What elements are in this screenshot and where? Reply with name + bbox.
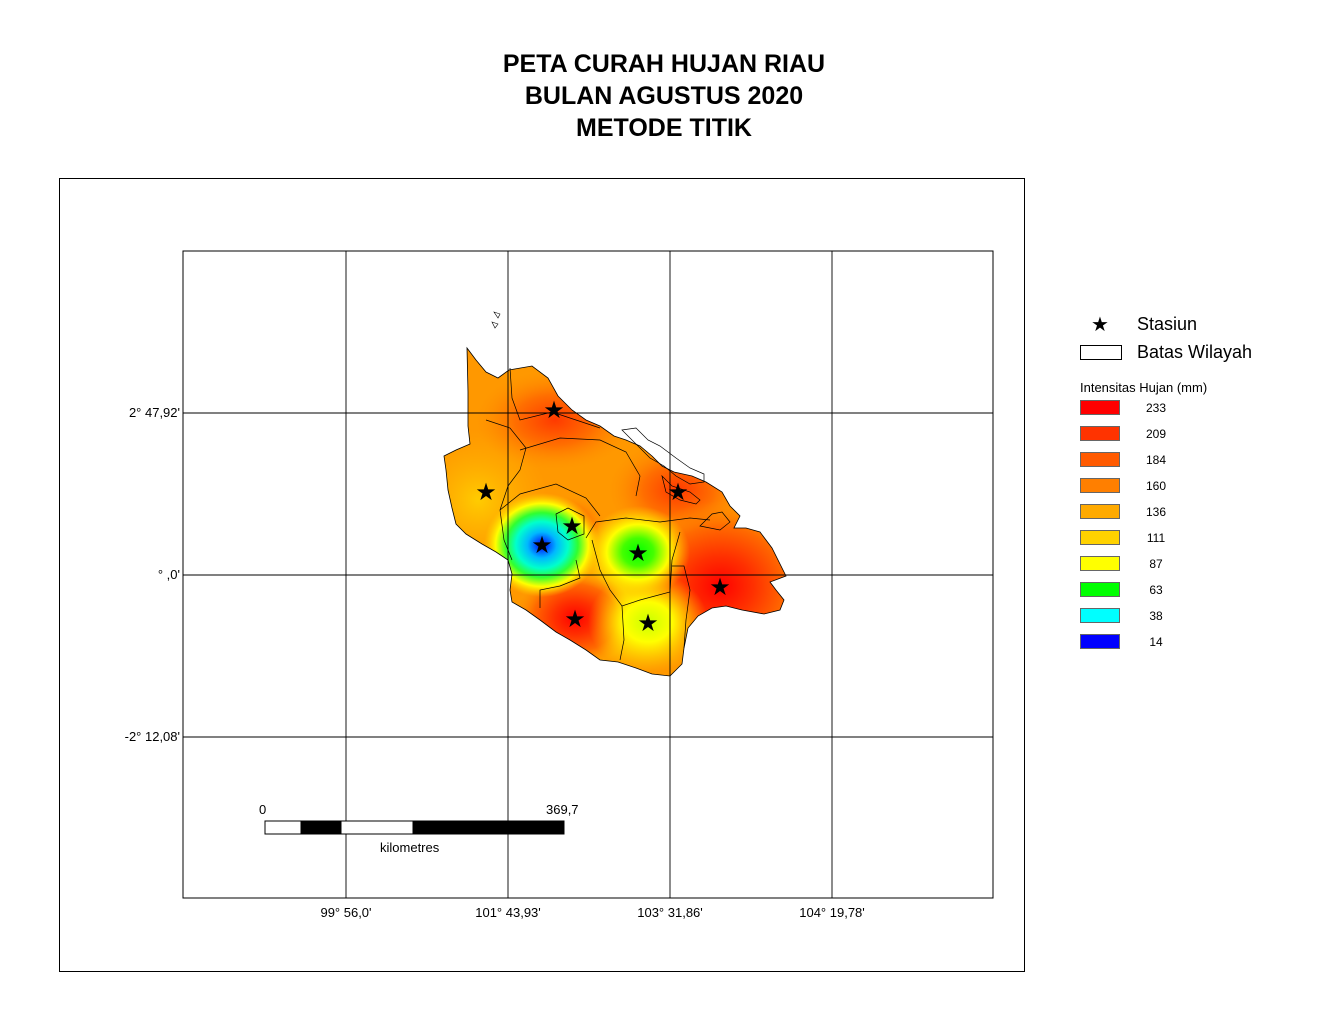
- legend-color-swatch: [1080, 452, 1120, 467]
- legend-class-value: 38: [1149, 609, 1163, 623]
- station-star-icon: ★: [709, 574, 731, 601]
- legend-class-value: 87: [1149, 557, 1163, 571]
- station-star-icon: ★: [561, 513, 583, 540]
- station-star-icon: ★: [637, 610, 659, 637]
- legend-color-swatch: [1080, 582, 1120, 597]
- legend-color-swatch: [1080, 478, 1120, 493]
- legend-class-value: 209: [1145, 427, 1167, 441]
- station-star-icon: ★: [531, 532, 553, 559]
- legend-color-swatch: [1080, 530, 1120, 545]
- legend-class-value: 136: [1145, 505, 1167, 519]
- lat-label-south: -2° 12,08': [124, 729, 180, 744]
- lon-label-4: 104° 19,78': [799, 905, 865, 920]
- legend-boundary-label: Batas Wilayah: [1137, 342, 1253, 362]
- legend-color-swatch: [1080, 608, 1120, 623]
- legend-color-swatch: [1080, 504, 1120, 519]
- legend-station-label: Stasiun: [1137, 314, 1198, 334]
- lat-label-north: 2° 47,92': [128, 405, 180, 420]
- legend-boundary-row: Batas Wilayah: [1078, 342, 1252, 363]
- islands: [491, 311, 501, 329]
- map-title-line-1: PETA CURAH HUJAN RIAU: [502, 50, 826, 78]
- lon-label-3: 103° 31,86': [637, 905, 703, 920]
- station-star-icon: ★: [475, 479, 497, 506]
- rainfall-surface: [444, 348, 786, 676]
- scale-bar: [264, 820, 565, 835]
- station-star-icon: ★: [627, 540, 649, 567]
- station-star-icon: ★: [543, 397, 565, 424]
- legend-class-value: 160: [1145, 479, 1167, 493]
- legend-class-value: 233: [1145, 401, 1167, 415]
- lon-label-2: 101° 43,93': [475, 905, 541, 920]
- scale-start-label: 0: [259, 802, 267, 817]
- station-star-icon: ★: [1091, 314, 1109, 336]
- graticule-lines: [183, 251, 993, 898]
- legend-color-swatch: [1080, 556, 1120, 571]
- station-markers: ★ ★ ★ ★ ★ ★ ★ ★ ★: [475, 397, 731, 637]
- legend-station-row: ★ Stasiun: [1078, 312, 1197, 337]
- scale-unit-label: kilometres: [380, 840, 440, 855]
- station-star-icon: ★: [667, 479, 689, 506]
- boundary-swatch-icon: [1080, 345, 1122, 360]
- station-star-icon: ★: [564, 606, 586, 633]
- legend-class-value: 111: [1146, 531, 1166, 545]
- lat-label-equator: ° ,0': [157, 567, 180, 582]
- district-boundaries: [485, 367, 731, 661]
- legend-color-swatch: [1080, 426, 1120, 441]
- graticule-frame: [182, 250, 994, 899]
- map-title-line-2: BULAN AGUSTUS 2020: [524, 82, 804, 110]
- scale-end-label: 369,7: [546, 802, 579, 817]
- map-frame: [59, 178, 1025, 972]
- legend-color-swatch: [1080, 400, 1120, 415]
- legend-color-swatch: [1080, 634, 1120, 649]
- legend-class-value: 63: [1149, 583, 1163, 597]
- legend-class-value: 14: [1149, 635, 1163, 649]
- map-title-line-3: METODE TITIK: [576, 114, 752, 142]
- legend-intensity-title: Intensitas Hujan (mm): [1080, 380, 1208, 395]
- lon-label-1: 99° 56,0': [320, 905, 372, 920]
- legend-class-value: 184: [1145, 453, 1167, 467]
